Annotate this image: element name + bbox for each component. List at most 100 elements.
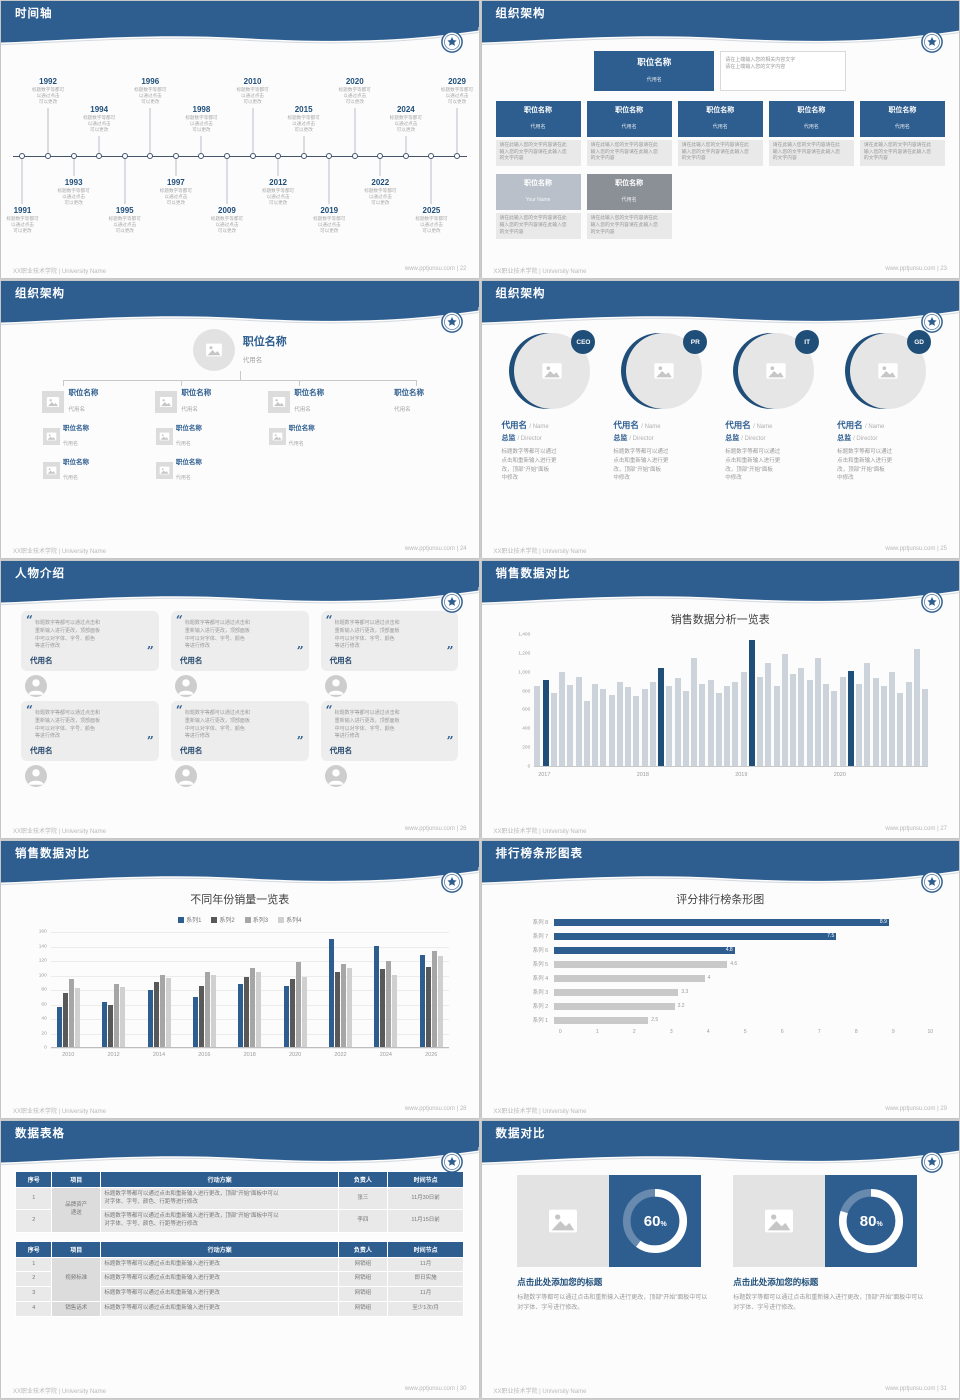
bar[interactable] (289, 978, 295, 1047)
bar[interactable] (641, 689, 648, 766)
bar[interactable] (575, 677, 582, 766)
bar[interactable] (192, 996, 198, 1047)
bar[interactable] (238, 983, 244, 1047)
bar[interactable] (68, 978, 74, 1047)
bar[interactable] (567, 684, 574, 766)
bar[interactable] (633, 695, 640, 766)
bar[interactable] (153, 982, 159, 1047)
bar[interactable] (616, 681, 623, 766)
bar[interactable] (329, 939, 334, 1047)
org-child[interactable]: 职位名称 代用名 (43, 422, 124, 450)
bar[interactable] (757, 677, 764, 766)
timeline-entry[interactable]: 1993 标题数字等都可 以通过点击 可以更改 (50, 178, 98, 207)
bar[interactable] (204, 971, 210, 1047)
position-box[interactable]: 职位名称 代用名 (586, 174, 672, 211)
org-root[interactable]: 职位名称 代用名 (1, 329, 479, 371)
timeline-node[interactable] (172, 152, 179, 159)
bar[interactable] (301, 976, 307, 1047)
rank-bar[interactable] (554, 974, 705, 982)
bar[interactable] (102, 1002, 108, 1047)
bar[interactable] (707, 679, 714, 766)
bar[interactable] (592, 683, 599, 766)
bar[interactable] (583, 700, 590, 766)
timeline-entry[interactable]: 1997 标题数字等都可 以通过点击 可以更改 (152, 178, 200, 207)
table-row[interactable]: 1 视频标准 标题数字等都可以通过点击和重新输入进行更改 网销组 11月 (15, 1256, 465, 1302)
table-row[interactable]: 2 标题数字等都可以通过点击和重新输入进行更改 网销组 即日实施 (15, 1271, 465, 1288)
bar[interactable] (386, 960, 392, 1047)
person-card[interactable]: “标题数字等都可以通过点击和 重新输入进行更改，顶部面板 中可以对字体、字号、颜… (320, 611, 459, 697)
timeline-node[interactable] (19, 152, 26, 159)
timeline-entry[interactable]: 2022 标题数字等都可 以通过点击 可以更改 (356, 178, 404, 207)
legend-item[interactable]: 系列3 (244, 915, 268, 924)
bar[interactable] (550, 693, 557, 766)
bar[interactable] (724, 686, 731, 766)
bar[interactable] (872, 678, 879, 766)
rank-bar[interactable]: 4.8 (554, 946, 735, 954)
rank-bar[interactable] (554, 988, 679, 996)
bar[interactable] (831, 691, 838, 766)
bar[interactable] (256, 972, 262, 1047)
timeline-entry[interactable]: 2025 标题数字等都可 以通过点击 可以更改 (407, 206, 455, 235)
bar[interactable] (542, 679, 549, 766)
bar[interactable] (897, 693, 904, 766)
timeline-node[interactable] (402, 152, 409, 159)
bar[interactable] (658, 667, 665, 766)
timeline-node[interactable] (45, 152, 52, 159)
timeline-entry[interactable]: 2019 标题数字等都可 以通过点击 可以更改 (305, 206, 353, 235)
table-row[interactable]: 2 标题数字等都可以通过点击和重新输入进行更改，顶部“开始”面板中可以 对字体、字… (15, 1209, 465, 1233)
timeline-entry[interactable]: 2029 标题数字等都可 以通过点击 可以更改 (433, 77, 479, 106)
bar[interactable] (431, 951, 437, 1047)
bar[interactable] (283, 985, 289, 1047)
bar[interactable] (889, 672, 896, 766)
timeline-node[interactable] (454, 152, 460, 159)
bar[interactable] (922, 689, 929, 766)
bar[interactable] (534, 686, 541, 766)
timeline-node[interactable] (428, 152, 435, 159)
bar[interactable] (732, 681, 739, 766)
position-box[interactable]: 职位名称 代用名 (594, 51, 715, 91)
bar[interactable] (374, 946, 380, 1047)
bar[interactable] (806, 679, 813, 766)
org-node[interactable]: 职位名称 代用名 (17, 387, 124, 416)
bar[interactable] (790, 674, 797, 766)
bar[interactable] (823, 683, 830, 766)
timeline-entry[interactable]: 1995 标题数字等都可 以通过点击 可以更改 (101, 206, 149, 235)
org-node[interactable]: 职位名称 代用名 (356, 387, 463, 416)
timeline-entry[interactable]: 2010 标题数字等都可 以通过点击 可以更改 (229, 77, 277, 106)
timeline-node[interactable] (147, 152, 154, 159)
person-card[interactable]: “标题数字等都可以通过点击和 重新输入进行更改，顶部面板 中可以对字体、字号、颜… (170, 611, 309, 697)
timeline-node[interactable] (121, 152, 128, 159)
bar[interactable] (773, 685, 780, 766)
bar[interactable] (880, 685, 887, 766)
bar[interactable] (250, 967, 256, 1047)
legend-item[interactable]: 系列1 (178, 915, 201, 924)
org-node[interactable]: 职位名称 代用名 (130, 387, 237, 416)
bar[interactable] (244, 976, 250, 1047)
bar[interactable] (740, 672, 747, 766)
bar[interactable] (699, 683, 706, 766)
bar[interactable] (600, 689, 607, 766)
bar[interactable] (781, 653, 788, 766)
bar[interactable] (559, 672, 566, 766)
person-card[interactable]: “标题数字等都可以通过点击和 重新输入进行更改，顶部面板 中可以对字体、字号、颜… (21, 611, 159, 697)
legend-item[interactable]: 系列4 (278, 915, 301, 924)
bar[interactable] (674, 678, 681, 766)
position-box[interactable]: 职位名称 Your Name (495, 174, 581, 211)
bar[interactable] (341, 964, 346, 1047)
bar[interactable] (847, 670, 854, 766)
member-card[interactable]: IT 代用名 / Name 总监 / Director 标题数字等都可以通过 点击和重… (725, 330, 827, 483)
bar[interactable] (765, 663, 772, 766)
timeline-node[interactable] (300, 152, 307, 159)
position-box[interactable]: 职位名称 代用名 (586, 101, 672, 137)
position-box[interactable]: 职位名称 代用名 (768, 101, 854, 137)
member-card[interactable]: GD 代用名 / Name 总监 / Director 标题数字等都可以通过 点击和重… (837, 330, 939, 483)
bar[interactable] (62, 993, 68, 1047)
bar[interactable] (347, 967, 352, 1047)
bar[interactable] (798, 667, 805, 766)
rank-bar[interactable]: 7.5 (554, 932, 837, 940)
org-child[interactable]: 职位名称 代用名 (268, 422, 350, 450)
timeline-node[interactable] (223, 152, 230, 159)
timeline-node[interactable] (96, 152, 103, 159)
person-card[interactable]: “标题数字等都可以通过点击和 重新输入进行更改，顶部面板 中可以对字体、字号、颜… (21, 701, 159, 787)
bar[interactable] (666, 685, 673, 766)
